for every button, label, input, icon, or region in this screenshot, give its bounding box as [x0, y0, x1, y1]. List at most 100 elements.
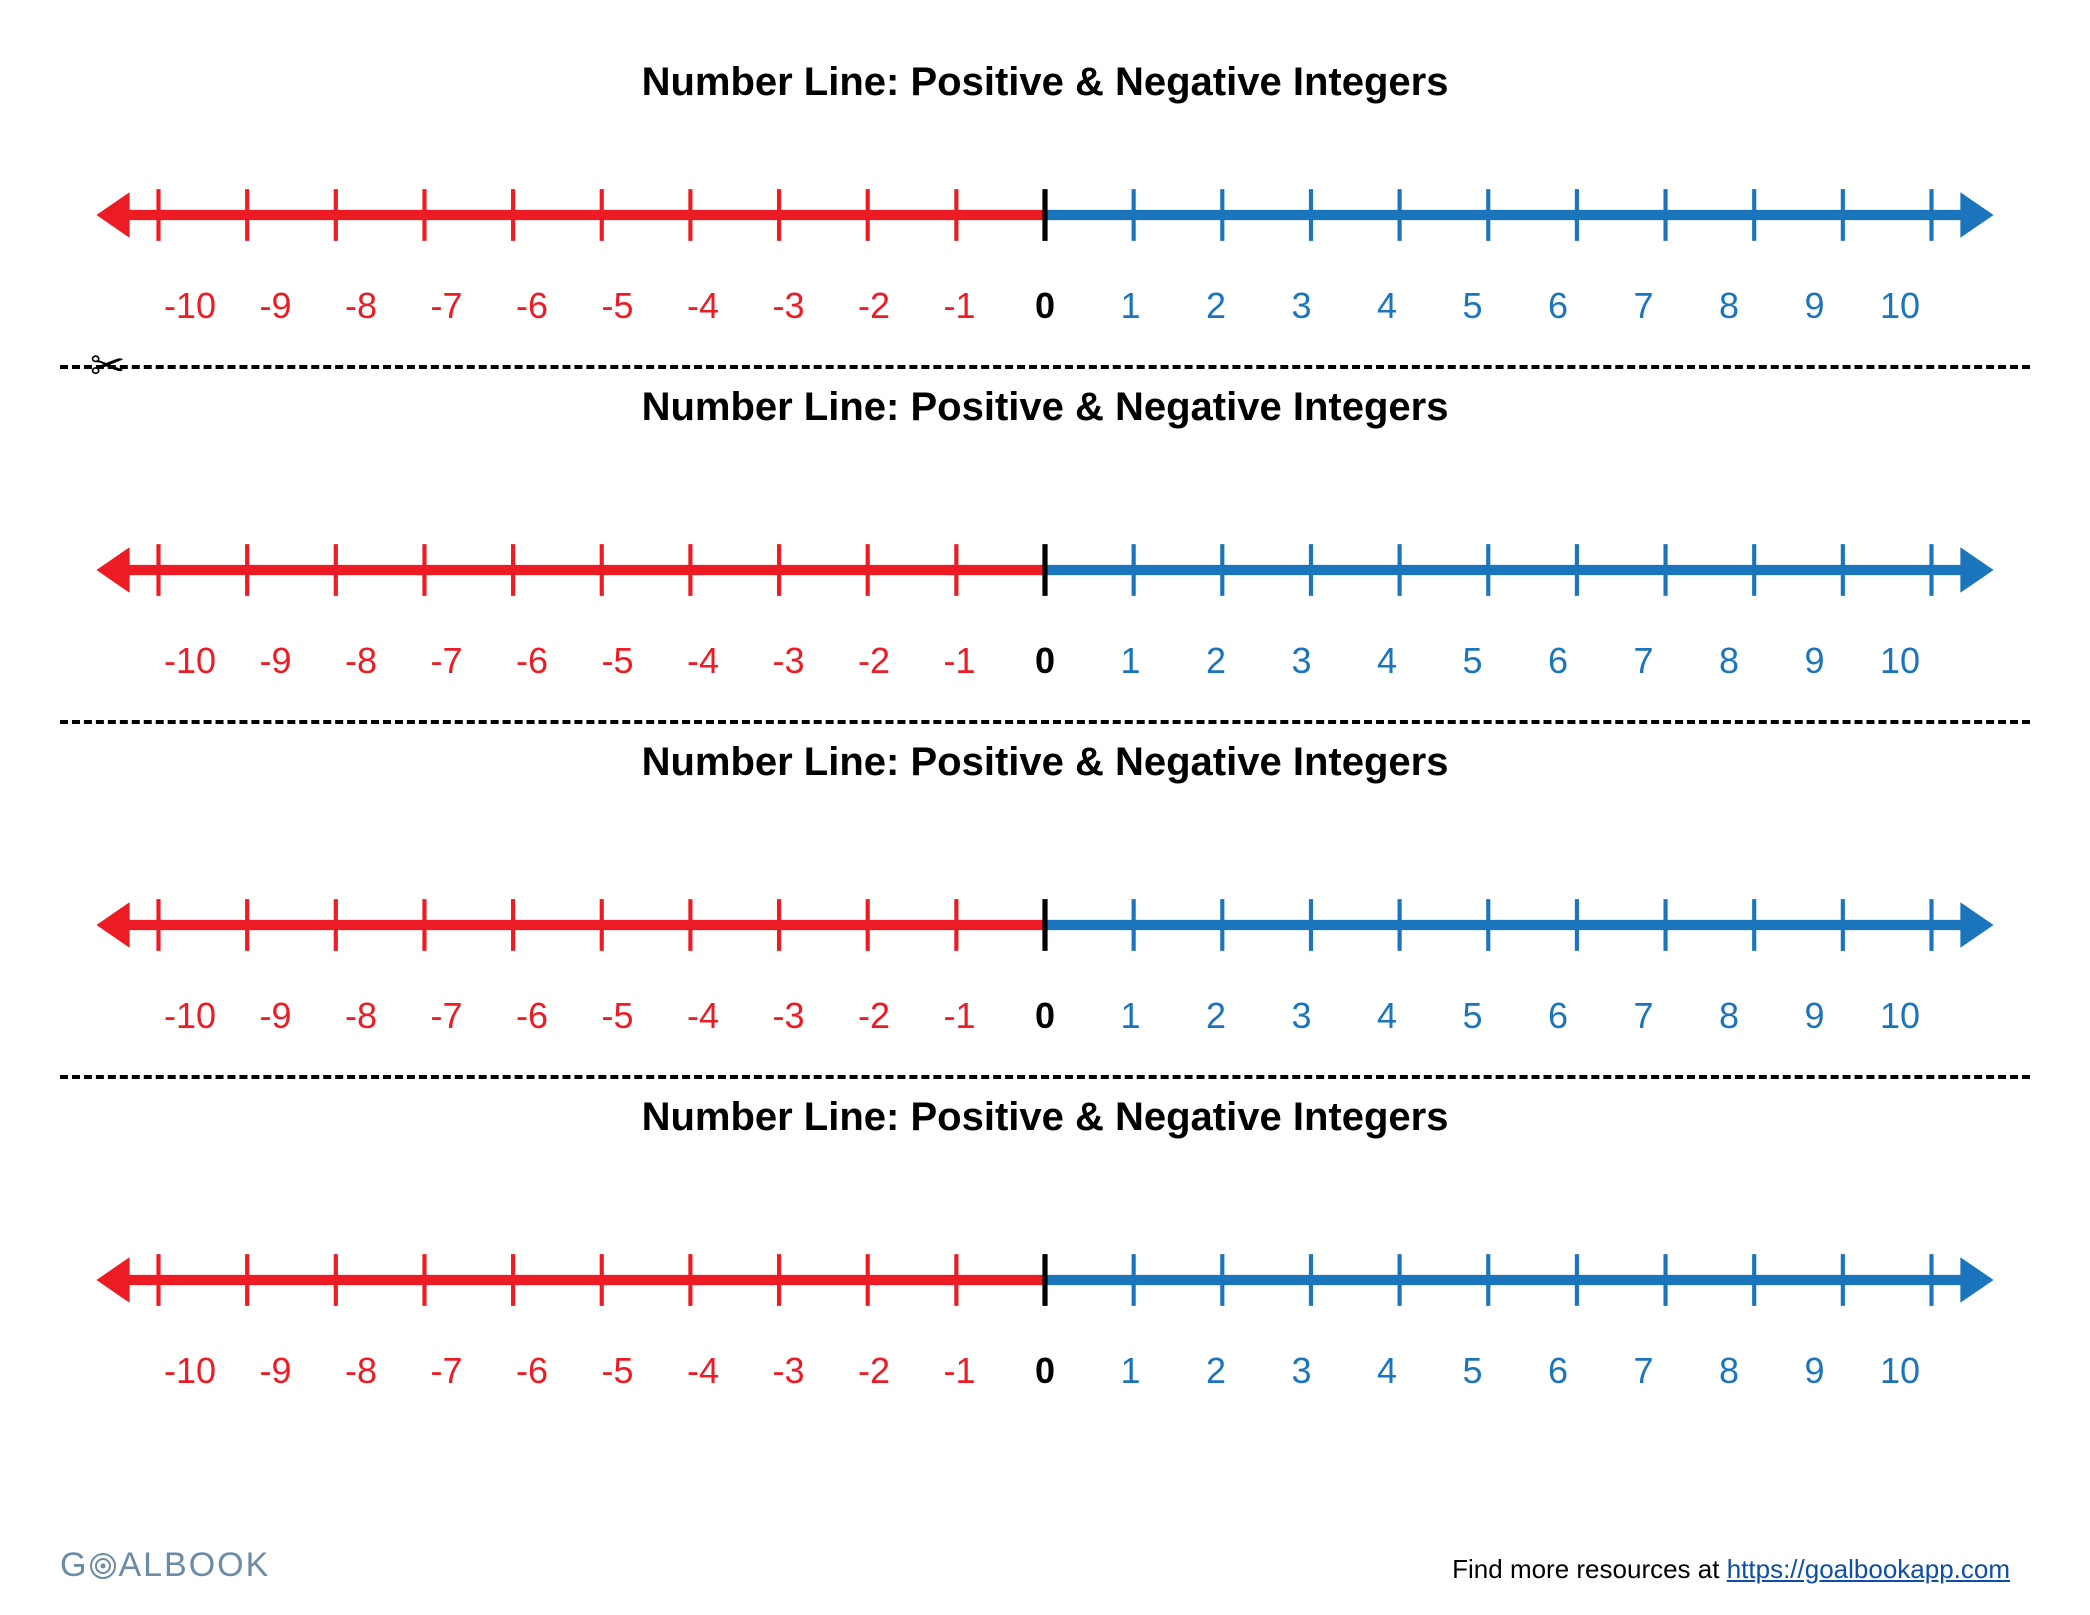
tick-label: -1 — [917, 640, 1003, 690]
tick-label: -7 — [404, 640, 490, 690]
tick-label: -7 — [404, 285, 490, 335]
tick-label: 3 — [1259, 285, 1345, 335]
tick-label: 9 — [1772, 640, 1858, 690]
tick-label: -10 — [147, 285, 233, 335]
tick-label: -1 — [917, 285, 1003, 335]
tick-label: -2 — [831, 995, 917, 1045]
tick-label: 6 — [1515, 995, 1601, 1045]
tick-label: -5 — [575, 285, 661, 335]
tick-label: -8 — [318, 640, 404, 690]
tick-label: -9 — [233, 285, 319, 335]
number-line — [60, 500, 2030, 640]
sections-container: Number Line: Positive & Negative Integer… — [60, 60, 2030, 1400]
tick-label: 8 — [1686, 285, 1772, 335]
tick-label: 8 — [1686, 1350, 1772, 1400]
tick-label: 5 — [1430, 1350, 1516, 1400]
tick-label: -4 — [660, 640, 746, 690]
number-line-wrap — [60, 855, 2030, 995]
number-line — [60, 145, 2030, 285]
tick-label: -6 — [489, 1350, 575, 1400]
tick-label: 2 — [1173, 640, 1259, 690]
tick-label: 10 — [1857, 995, 1943, 1045]
tick-label: 10 — [1857, 285, 1943, 335]
tick-label: 3 — [1259, 640, 1345, 690]
number-line-section: Number Line: Positive & Negative Integer… — [60, 1095, 2030, 1400]
tick-label: 2 — [1173, 285, 1259, 335]
tick-label: 1 — [1088, 285, 1174, 335]
section-title: Number Line: Positive & Negative Integer… — [60, 740, 2030, 785]
tick-label: -6 — [489, 640, 575, 690]
tick-label: -2 — [831, 1350, 917, 1400]
tick-label: 7 — [1601, 640, 1687, 690]
tick-label: -4 — [660, 995, 746, 1045]
cut-line — [60, 700, 2030, 740]
tick-label: 6 — [1515, 285, 1601, 335]
tick-label: 0 — [1002, 640, 1088, 690]
tick-label: 4 — [1344, 995, 1430, 1045]
tick-label: 0 — [1002, 285, 1088, 335]
tick-label: -5 — [575, 1350, 661, 1400]
footer-resources: Find more resources at https://goalbooka… — [1452, 1554, 2010, 1585]
tick-label: 4 — [1344, 640, 1430, 690]
tick-label: 0 — [1002, 1350, 1088, 1400]
tick-label: 7 — [1601, 285, 1687, 335]
logo-letter: A — [118, 1546, 143, 1585]
tick-label: 5 — [1430, 285, 1516, 335]
logo-letter: LBOOK — [143, 1546, 270, 1585]
tick-label: 7 — [1601, 1350, 1687, 1400]
footer-resources-link[interactable]: https://goalbookapp.com — [1727, 1554, 2010, 1584]
tick-label: 8 — [1686, 995, 1772, 1045]
tick-label: -5 — [575, 640, 661, 690]
number-line-wrap — [60, 500, 2030, 640]
number-line-wrap — [60, 145, 2030, 285]
tick-label: 0 — [1002, 995, 1088, 1045]
tick-label: -10 — [147, 640, 233, 690]
tick-label: 10 — [1857, 640, 1943, 690]
tick-label: -2 — [831, 285, 917, 335]
tick-label: -4 — [660, 1350, 746, 1400]
tick-label: -10 — [147, 1350, 233, 1400]
footer: G A LBOOK Find more resources at https:/… — [60, 1546, 2030, 1585]
tick-label: 9 — [1772, 1350, 1858, 1400]
tick-label: 5 — [1430, 640, 1516, 690]
tick-label: -9 — [233, 995, 319, 1045]
number-line — [60, 855, 2030, 995]
scissors-icon: ✂ — [90, 341, 125, 390]
tick-label: -4 — [660, 285, 746, 335]
tick-label: 9 — [1772, 285, 1858, 335]
tick-label: 6 — [1515, 1350, 1601, 1400]
tick-label: -2 — [831, 640, 917, 690]
tick-label: -5 — [575, 995, 661, 1045]
number-line-wrap — [60, 1210, 2030, 1350]
tick-label: 2 — [1173, 1350, 1259, 1400]
number-line-labels: -10-9-8-7-6-5-4-3-2-1012345678910 — [95, 640, 1995, 690]
goalbook-logo: G A LBOOK — [60, 1546, 270, 1585]
tick-label: 3 — [1259, 995, 1345, 1045]
tick-label: -9 — [233, 640, 319, 690]
tick-label: 10 — [1857, 1350, 1943, 1400]
number-line — [60, 1210, 2030, 1350]
number-line-section: Number Line: Positive & Negative Integer… — [60, 60, 2030, 385]
section-title: Number Line: Positive & Negative Integer… — [60, 60, 2030, 105]
tick-label: -7 — [404, 1350, 490, 1400]
footer-resources-text: Find more resources at — [1452, 1554, 1727, 1584]
tick-label: -9 — [233, 1350, 319, 1400]
tick-label: -8 — [318, 995, 404, 1045]
section-title: Number Line: Positive & Negative Integer… — [60, 1095, 2030, 1140]
tick-label: 1 — [1088, 640, 1174, 690]
logo-letter: G — [60, 1546, 88, 1585]
cut-line — [60, 1055, 2030, 1095]
tick-label: -8 — [318, 1350, 404, 1400]
tick-label: 1 — [1088, 995, 1174, 1045]
tick-label: 9 — [1772, 995, 1858, 1045]
tick-label: -3 — [746, 1350, 832, 1400]
section-title: Number Line: Positive & Negative Integer… — [60, 385, 2030, 430]
tick-label: 4 — [1344, 285, 1430, 335]
tick-label: -3 — [746, 640, 832, 690]
tick-label: 2 — [1173, 995, 1259, 1045]
tick-label: 7 — [1601, 995, 1687, 1045]
number-line-labels: -10-9-8-7-6-5-4-3-2-1012345678910 — [95, 285, 1995, 335]
target-icon — [89, 1552, 117, 1580]
tick-label: -3 — [746, 285, 832, 335]
tick-label: 6 — [1515, 640, 1601, 690]
